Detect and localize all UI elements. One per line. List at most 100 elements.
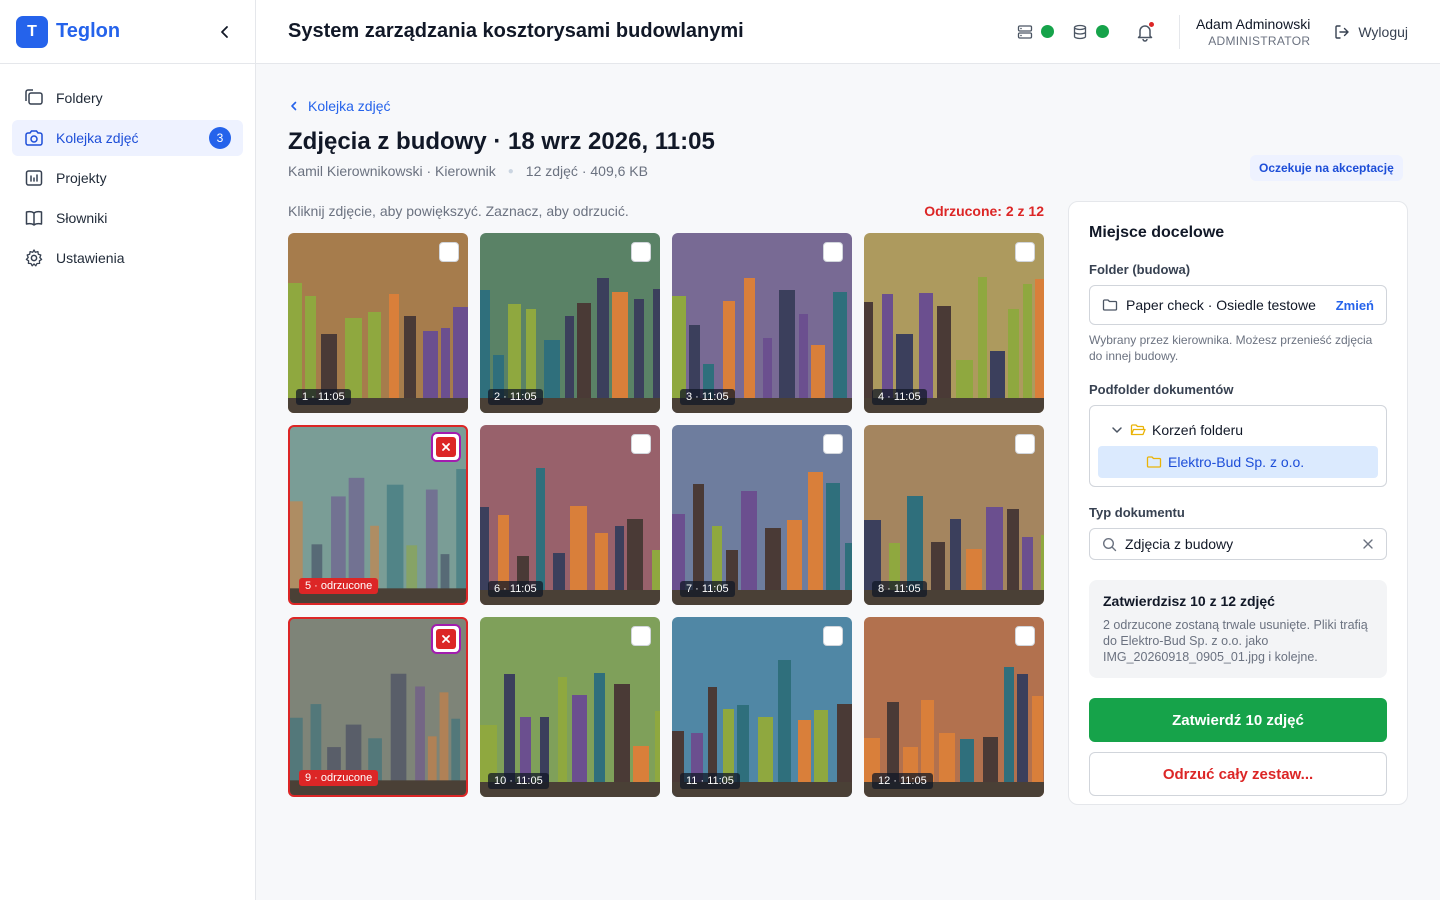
user-info: Adam Adminowski ADMINISTRATOR [1196,16,1310,48]
meta-separator: ● [508,166,514,177]
gear-icon [24,248,44,268]
photo-thumbnail[interactable]: 2 · 11:05 [480,233,660,413]
close-icon [436,629,456,649]
reject-checkbox[interactable] [431,432,461,462]
photo-caption: 12 · 11:05 [872,773,933,789]
sidebar-item-label: Słowniki [56,210,107,226]
clear-icon[interactable] [1362,538,1374,550]
tree-root[interactable]: Korzeń folderu [1098,414,1378,446]
photo-thumbnail[interactable]: 12 · 11:05 [864,617,1044,797]
reject-checkbox[interactable] [823,242,843,262]
summary-title: Zatwierdzisz 10 z 12 zdjęć [1103,593,1373,609]
back-link-label: Kolejka zdjęć [308,98,391,114]
sidebar-item-label: Projekty [56,170,107,186]
logout-icon [1334,24,1350,40]
top-header: System zarządzania kosztorysami budowlan… [256,0,1440,64]
photo-caption: 11 · 11:05 [680,773,740,789]
doc-type-field [1089,528,1387,560]
batch-author: Kamil Kierownikowski · Kierownik [288,163,496,179]
folder-icon [1146,454,1162,470]
tree-item-label: Elektro-Bud Sp. z o.o. [1168,454,1304,470]
server-status-dot [1041,25,1054,38]
reject-checkbox[interactable] [431,624,461,654]
reject-checkbox[interactable] [1015,434,1035,454]
photo-caption: 1 · 11:05 [296,389,351,405]
folder-field: Paper check · Osiedle testowe Zmień [1089,285,1387,325]
rejected-count: Odrzucone: 2 z 12 [924,203,1044,219]
change-folder-button[interactable]: Zmień [1336,298,1374,313]
logo: T [16,16,48,48]
photo-caption: 2 · 11:05 [488,389,543,405]
reject-all-button[interactable]: Odrzuć cały zestaw... [1089,752,1387,796]
reject-checkbox[interactable] [631,626,651,646]
photo-thumbnail[interactable]: 3 · 11:05 [672,233,852,413]
photo-thumbnail[interactable]: 7 · 11:05 [672,425,852,605]
photo-thumbnail[interactable]: 10 · 11:05 [480,617,660,797]
destination-panel: Miejsce docelowe Folder (budowa) Paper c… [1068,201,1408,805]
reject-checkbox[interactable] [1015,626,1035,646]
logout-button[interactable]: Wyloguj [1334,24,1408,40]
approval-summary: Zatwierdzisz 10 z 12 zdjęć 2 odrzucone z… [1089,580,1387,678]
brand: T Teglon [0,0,255,64]
approve-button[interactable]: Zatwierdź 10 zdjęć [1089,698,1387,742]
folder-icon [1102,297,1118,313]
sidebar-item-photo-queue[interactable]: Kolejka zdjęć 3 [12,120,243,156]
photo-caption: 3 · 11:05 [680,389,735,405]
search-icon [1102,537,1117,552]
database-status [1072,24,1109,40]
server-status [1017,24,1054,40]
subfolder-tree: Korzeń folderu Elektro-Bud Sp. z o.o. [1089,405,1387,487]
reject-checkbox[interactable] [823,626,843,646]
collapse-sidebar-button[interactable] [211,18,239,46]
server-icon [1017,24,1033,40]
queue-count-badge: 3 [209,127,231,149]
reject-checkbox[interactable] [1015,242,1035,262]
brand-name: Teglon [56,20,120,43]
reject-checkbox[interactable] [631,434,651,454]
photo-caption: 10 · 11:05 [488,773,549,789]
photo-grid: 1 · 11:05 2 · 11:05 3 · 11:05 4 · 11:05 5 · … [288,233,1044,797]
sidebar-item-folders[interactable]: Foldery [12,80,243,116]
sidebar-item-label: Foldery [56,90,103,106]
batch-stats: 12 zdjęć · 409,6 KB [526,163,648,179]
reject-checkbox[interactable] [631,242,651,262]
user-role: ADMINISTRATOR [1196,34,1310,48]
photo-thumbnail[interactable]: 11 · 11:05 [672,617,852,797]
photo-caption: 8 · 11:05 [872,581,927,597]
sidebar-item-settings[interactable]: Ustawienia [12,240,243,276]
camera-icon [24,128,44,148]
close-icon [436,437,456,457]
divider [1179,15,1180,49]
notifications-button[interactable] [1133,20,1157,44]
notification-dot [1148,21,1155,28]
chevron-down-icon[interactable] [1110,423,1124,437]
chevron-left-icon [217,24,233,40]
sidebar-item-label: Ustawienia [56,250,124,266]
reject-checkbox[interactable] [823,434,843,454]
photo-thumbnail[interactable]: 6 · 11:05 [480,425,660,605]
reject-checkbox[interactable] [439,242,459,262]
sidebar-item-projects[interactable]: Projekty [12,160,243,196]
photo-caption: 6 · 11:05 [488,581,543,597]
folders-icon [24,88,44,108]
photo-thumbnail-rejected[interactable]: 9 · odrzucone [288,617,468,797]
sidebar-item-dictionaries[interactable]: Słowniki [12,200,243,236]
photo-thumbnail-rejected[interactable]: 5 · odrzucone [288,425,468,605]
photo-thumbnail[interactable]: 1 · 11:05 [288,233,468,413]
tree-item-selected[interactable]: Elektro-Bud Sp. z o.o. [1098,446,1378,478]
sidebar-nav: Foldery Kolejka zdjęć 3 Projekty Słownik… [0,64,255,296]
page-title: Zdjęcia z budowy · 18 wrz 2026, 11:05 [288,128,715,156]
photo-thumbnail[interactable]: 4 · 11:05 [864,233,1044,413]
photo-thumbnail[interactable]: 8 · 11:05 [864,425,1044,605]
database-icon [1072,24,1088,40]
chevron-left-icon [288,100,300,112]
user-name: Adam Adminowski [1196,16,1310,32]
folder-value: Paper check · Osiedle testowe [1126,297,1316,313]
back-link[interactable]: Kolejka zdjęć [288,98,391,114]
summary-text: 2 odrzucone zostaną trwale usunięte. Pli… [1103,617,1373,665]
chart-icon [24,168,44,188]
photo-caption: 5 · odrzucone [299,578,378,594]
doc-type-input[interactable] [1125,536,1362,552]
logout-label: Wyloguj [1358,24,1408,40]
folder-help: Wybrany przez kierownika. Możesz przenie… [1089,332,1387,364]
